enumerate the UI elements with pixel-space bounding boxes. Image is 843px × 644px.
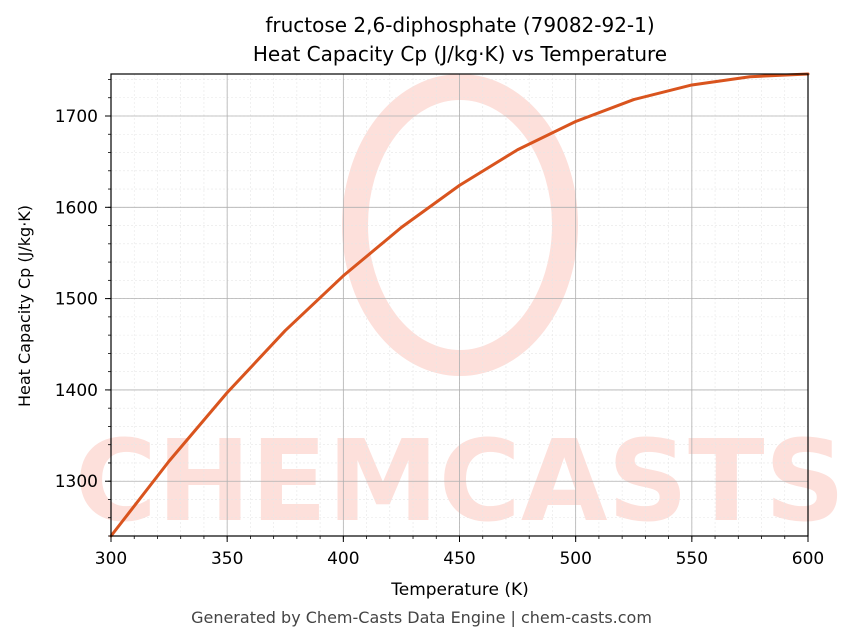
y-tick-label: 1600: [55, 198, 98, 218]
data-point: [225, 391, 229, 394]
axis-ticks: [105, 79, 809, 542]
data-point: [574, 120, 577, 123]
chart-subtitle: Heat Capacity Cp (J/kg·K) vs Temperature: [253, 42, 667, 66]
data-point: [690, 83, 694, 87]
data-point: [342, 274, 345, 277]
x-axis-label: Temperature (K): [390, 580, 529, 600]
y-tick-label: 1400: [55, 381, 98, 401]
x-tick-label: 500: [559, 549, 591, 569]
x-tick-labels: 300 350 400 450 500 550 600: [95, 549, 824, 569]
footer-credit: Generated by Chem-Casts Data Engine | ch…: [191, 608, 652, 627]
x-tick-label: 350: [211, 549, 243, 569]
y-tick-label: 1500: [55, 290, 98, 310]
data-point: [400, 226, 403, 229]
data-point: [284, 329, 287, 332]
x-tick-label: 550: [676, 549, 708, 569]
x-tick-label: 600: [792, 549, 824, 569]
chart-title: fructose 2,6-diphosphate (79082-92-1): [265, 13, 654, 37]
y-tick-label: 1700: [55, 107, 98, 127]
x-tick-label: 300: [95, 549, 127, 569]
y-axis-label: Heat Capacity Cp (J/kg·K): [15, 205, 34, 407]
data-point: [632, 98, 635, 101]
data-point: [458, 184, 461, 187]
x-tick-label: 400: [327, 549, 359, 569]
y-tick-label: 1300: [55, 472, 98, 492]
data-point: [516, 148, 519, 151]
data-point: [748, 75, 752, 78]
x-tick-label: 450: [443, 549, 475, 569]
data-point: [167, 459, 171, 463]
watermark-swirl: [342, 74, 578, 376]
major-grid: [110, 74, 809, 536]
y-tick-labels: 1300 1400 1500 1600 1700: [55, 107, 98, 492]
